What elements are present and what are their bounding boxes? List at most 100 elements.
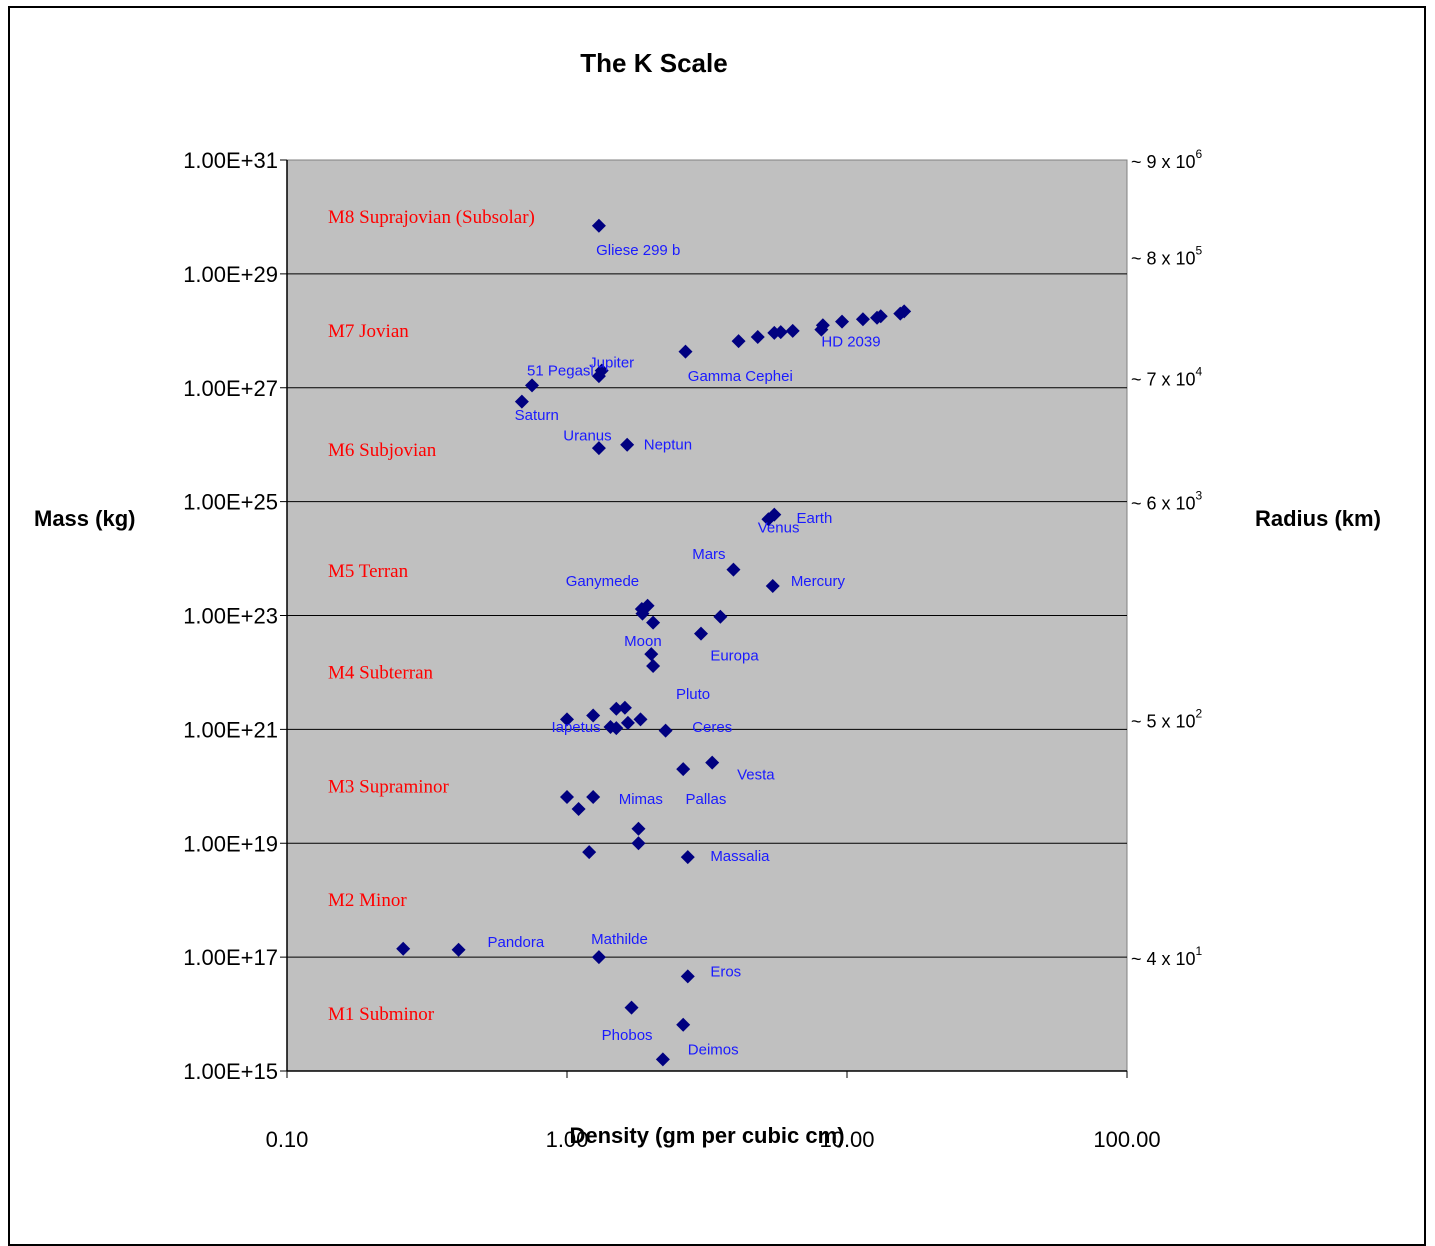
radius-tick-label: ~ 6 x 103: [1131, 489, 1203, 514]
point-label: Pallas: [686, 791, 727, 808]
radius-tick-label: ~ 7 x 104: [1131, 365, 1203, 390]
data-point: [644, 647, 659, 662]
radius-tick-exponent: 6: [1196, 147, 1203, 161]
data-point: [591, 950, 606, 965]
point-label: Phobos: [602, 1027, 653, 1044]
data-point: [633, 712, 648, 727]
y-tick-label: 1.00E+25: [183, 490, 278, 515]
band-label: M3 Supraminor: [328, 776, 450, 797]
grid-lines: [287, 273, 1127, 958]
data-point: [586, 789, 601, 804]
radius-tick-base: ~ 5 x 10: [1131, 711, 1196, 731]
point-label: Vesta: [737, 767, 775, 784]
point-label: Mercury: [791, 573, 846, 590]
data-point: [765, 578, 780, 593]
y-tick-label: 1.00E+29: [183, 262, 278, 287]
data-point: [855, 312, 870, 327]
x-tick-label: 1.00: [546, 1127, 589, 1152]
data-point: [582, 845, 597, 860]
data-point: [767, 325, 782, 340]
point-label: Ceres: [692, 719, 732, 736]
point-label: Uranus: [563, 427, 611, 444]
data-point: [631, 836, 646, 851]
data-point: [620, 715, 635, 730]
data-point: [646, 658, 661, 673]
data-points: [396, 218, 912, 1067]
data-point: [571, 801, 586, 816]
radius-tick-base: ~ 7 x 10: [1131, 370, 1196, 390]
data-point: [731, 334, 746, 349]
radius-tick-label: ~ 4 x 101: [1131, 944, 1203, 969]
data-point: [451, 942, 466, 957]
point-label: Mars: [692, 546, 725, 563]
point-label: Ganymede: [566, 573, 639, 590]
point-label: Deimos: [688, 1041, 739, 1058]
radius-tick-base: ~ 8 x 10: [1131, 249, 1196, 269]
y-tick-label: 1.00E+17: [183, 945, 278, 970]
data-point: [713, 609, 728, 624]
data-point: [560, 789, 574, 804]
data-point: [814, 322, 829, 337]
point-label: Venus: [758, 520, 800, 537]
point-label: Massalia: [710, 848, 770, 865]
axes: [280, 159, 1128, 1078]
point-label: Moon: [624, 633, 662, 650]
data-point: [624, 1000, 639, 1015]
data-point: [609, 721, 624, 736]
point-label: Iapetus: [551, 719, 600, 736]
y-tick-label: 1.00E+19: [183, 831, 278, 856]
data-point: [591, 369, 606, 384]
point-label: Earth: [796, 510, 832, 527]
point-label: 51 Pegasi: [527, 363, 594, 380]
radius-tick-exponent: 3: [1196, 489, 1203, 503]
x-tick-label: 10.00: [819, 1127, 874, 1152]
data-point: [680, 850, 695, 865]
x-tick-label: 0.10: [266, 1127, 309, 1152]
data-point: [750, 329, 765, 344]
data-point: [835, 314, 850, 329]
radius-tick-exponent: 4: [1196, 365, 1203, 379]
data-point: [693, 626, 708, 641]
radius-tick-label: ~ 8 x 105: [1131, 244, 1203, 269]
data-point: [635, 606, 650, 621]
data-point: [617, 700, 632, 715]
point-label: Gamma Cephei: [688, 368, 793, 385]
band-label: M8 Suprajovian (Subsolar): [328, 207, 535, 228]
point-label: Europa: [710, 647, 759, 664]
data-point: [658, 723, 673, 738]
data-point: [586, 708, 601, 723]
band-label: M1 Subminor: [328, 1004, 435, 1025]
data-point: [680, 969, 695, 984]
x-tick-label: 100.00: [1093, 1127, 1160, 1152]
data-point: [655, 1052, 670, 1067]
data-point: [646, 615, 661, 630]
data-point: [893, 306, 908, 321]
data-point: [560, 712, 574, 727]
point-annotations: Gliese 299 b HD 2039 Gamma Cephei Jupiter51…: [487, 242, 880, 1058]
radius-tick-base: ~ 9 x 10: [1131, 152, 1196, 172]
y-tick-label: 1.00E+21: [183, 717, 278, 742]
data-point: [591, 218, 606, 233]
radius-tick-base: ~ 6 x 10: [1131, 494, 1196, 514]
data-point: [609, 701, 624, 716]
band-label: M6 Subjovian: [328, 440, 437, 461]
band-label: M5 Terran: [328, 561, 409, 582]
y-axis-title: Mass (kg): [34, 506, 135, 531]
point-label: Pluto: [676, 686, 710, 703]
point-label: Mimas: [619, 791, 663, 808]
band-label: M2 Minor: [328, 890, 407, 911]
point-label: Jupiter: [589, 354, 634, 371]
data-point: [726, 562, 741, 577]
data-point: [705, 755, 720, 770]
point-label: Pandora: [487, 934, 544, 951]
band-label: M7 Jovian: [328, 321, 409, 342]
radius-tick-exponent: 2: [1196, 706, 1203, 720]
data-point: [631, 821, 646, 836]
y-tick-label: 1.00E+15: [183, 1059, 278, 1084]
data-point: [396, 941, 411, 956]
data-point: [678, 344, 693, 359]
point-label: Mathilde: [591, 931, 648, 948]
data-point: [761, 512, 776, 527]
data-point: [525, 378, 540, 393]
